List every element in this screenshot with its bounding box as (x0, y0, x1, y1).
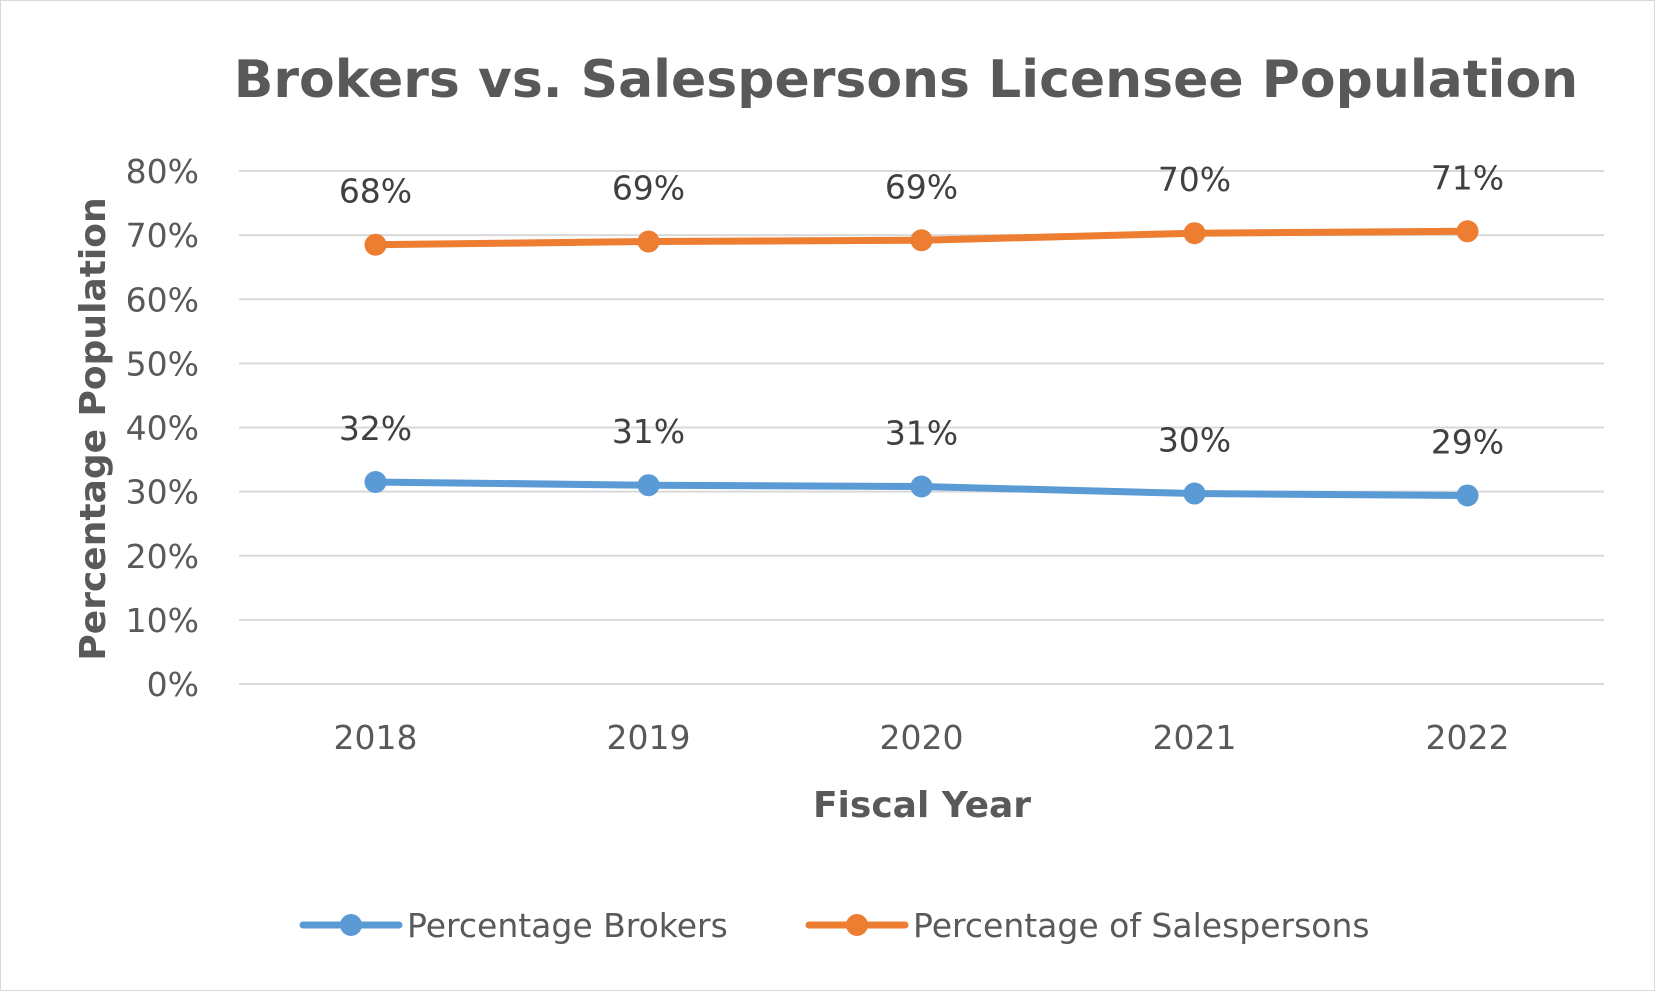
y-tick-label: 10% (126, 601, 199, 640)
y-axis-ticks: 0% 10% 20% 30% 40% 50% 60% 70% 80% (126, 152, 199, 704)
data-label: 71% (1431, 158, 1504, 197)
y-tick-label: 60% (126, 280, 199, 319)
x-tick-label: 2019 (607, 718, 691, 757)
data-label: 30% (1158, 421, 1231, 460)
data-point (1456, 220, 1479, 243)
series-1: 68% 69% 69% 70% 71% (339, 158, 1504, 256)
legend-item: Percentage Brokers (299, 906, 728, 945)
data-label: 69% (885, 167, 958, 206)
legend-item: Percentage of Salespersons (805, 906, 1370, 945)
y-tick-label: 30% (126, 473, 199, 512)
y-axis-title: Percentage Population (73, 197, 114, 660)
series-0: 32% 31% 31% 30% 29% (339, 409, 1504, 507)
data-label: 29% (1431, 422, 1504, 461)
data-point (364, 233, 387, 256)
data-point (1456, 484, 1479, 507)
data-label: 32% (339, 409, 412, 448)
y-tick-label: 70% (126, 216, 199, 255)
data-point (364, 471, 387, 494)
legend: Percentage Brokers Percentage of Salesper… (299, 906, 1370, 945)
series-lines: 32% 31% 31% 30% 29% 68% 69% 69% 70% 71% (339, 158, 1504, 507)
data-point (1183, 482, 1206, 505)
data-label: 68% (339, 172, 412, 211)
gridlines (239, 170, 1604, 685)
data-point (1183, 222, 1206, 245)
legend-label: Percentage Brokers (407, 906, 728, 945)
x-tick-label: 2022 (1426, 718, 1510, 757)
data-point (637, 474, 660, 497)
x-axis-ticks: 2018 2019 2020 2021 2022 (334, 718, 1510, 757)
data-point (910, 475, 933, 498)
data-point (637, 230, 660, 253)
data-point (910, 229, 933, 252)
data-label: 31% (612, 412, 685, 451)
x-tick-label: 2018 (334, 718, 418, 757)
legend-marker (846, 914, 868, 936)
y-tick-label: 0% (147, 665, 199, 704)
x-tick-label: 2021 (1153, 718, 1237, 757)
chart-title: Brokers vs. Salespersons Licensee Popula… (234, 50, 1578, 110)
y-tick-label: 40% (126, 409, 199, 448)
y-tick-label: 50% (126, 344, 199, 383)
data-label: 70% (1158, 160, 1231, 199)
x-tick-label: 2020 (880, 718, 964, 757)
data-label: 69% (612, 169, 685, 208)
legend-label: Percentage of Salespersons (913, 906, 1370, 945)
y-tick-label: 20% (126, 537, 199, 576)
legend-marker (340, 914, 362, 936)
x-axis-title: Fiscal Year (813, 785, 1031, 826)
data-label: 31% (885, 413, 958, 452)
y-tick-label: 80% (126, 152, 199, 191)
